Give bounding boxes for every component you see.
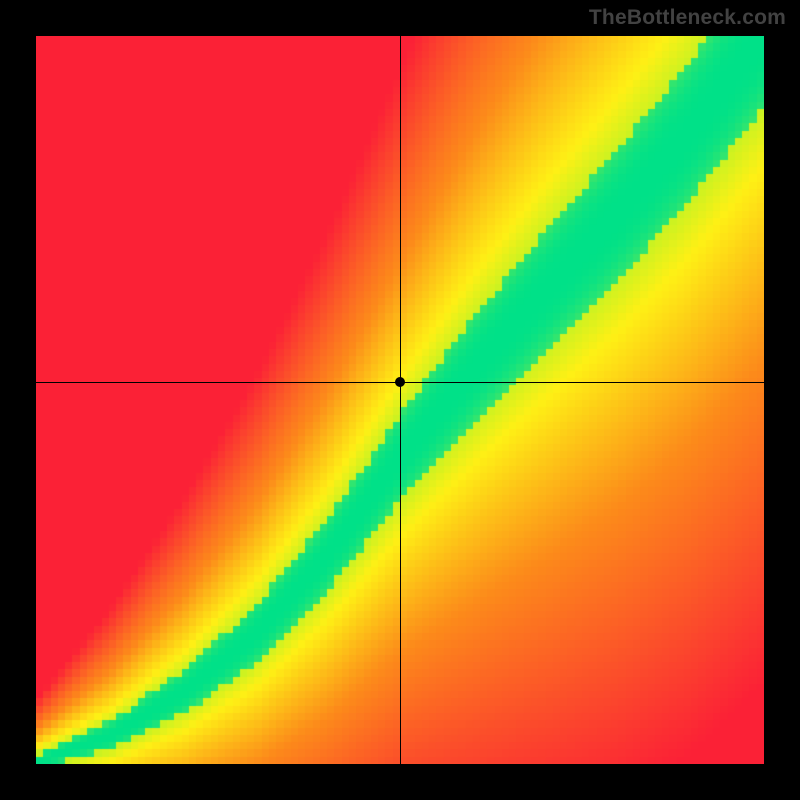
watermark-text: TheBottleneck.com (589, 6, 786, 30)
chart-container: TheBottleneck.com (0, 0, 800, 800)
crosshair-marker (395, 377, 405, 387)
crosshair-vertical (400, 36, 401, 764)
